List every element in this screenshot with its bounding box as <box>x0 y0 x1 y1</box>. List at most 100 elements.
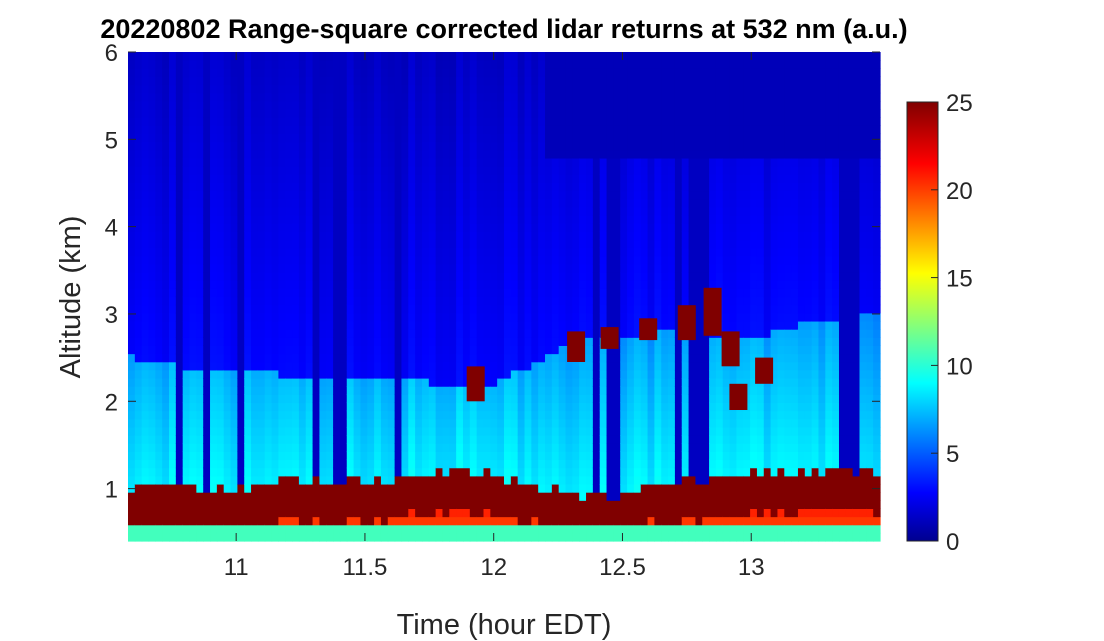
heatmap-cell <box>387 198 396 208</box>
heatmap-cell <box>531 206 539 216</box>
heatmap-cell <box>196 60 204 69</box>
heatmap-cell <box>346 329 355 338</box>
heatmap-cell <box>401 329 409 338</box>
heatmap-cell <box>551 272 560 281</box>
heatmap-cell <box>237 516 245 526</box>
heatmap-cell <box>148 296 156 306</box>
heatmap-cell <box>415 516 423 526</box>
heatmap-cell <box>572 60 580 69</box>
heatmap-cell <box>421 68 430 78</box>
heatmap-cell <box>558 92 567 102</box>
heatmap-cell <box>216 149 225 159</box>
heatmap-cell <box>504 223 512 232</box>
heatmap-cell <box>155 361 163 371</box>
heatmap-cell <box>128 418 136 428</box>
heatmap-cell <box>244 418 252 428</box>
heatmap-cell <box>586 304 594 314</box>
heatmap-cell <box>244 443 252 452</box>
heatmap-cell <box>333 337 341 346</box>
heatmap-cell <box>216 296 225 306</box>
heatmap-cell <box>339 345 348 355</box>
heatmap-cell <box>257 166 266 175</box>
heatmap-cell <box>681 125 690 135</box>
heatmap-cell <box>449 109 457 118</box>
heatmap-cell <box>428 516 437 526</box>
heatmap-cell <box>189 117 197 126</box>
heatmap-cell <box>134 215 143 224</box>
heatmap-cell <box>169 92 177 102</box>
heatmap-cell <box>599 532 608 542</box>
heatmap-cell <box>490 190 498 200</box>
heatmap-cell <box>244 288 252 298</box>
heatmap-cell <box>298 451 307 461</box>
heatmap-cell <box>169 157 177 167</box>
heatmap-cell <box>380 353 389 363</box>
heatmap-cell <box>333 263 341 273</box>
heatmap-cell <box>298 369 307 379</box>
heatmap-cell <box>223 133 232 143</box>
heatmap-cell <box>531 190 539 200</box>
heatmap-cell <box>346 109 355 118</box>
heatmap-cell <box>538 166 546 175</box>
heatmap-cell <box>346 508 355 518</box>
heatmap-cell <box>504 190 512 200</box>
heatmap-cell <box>428 492 437 501</box>
heatmap-cell <box>531 451 539 461</box>
heatmap-cell <box>497 304 505 314</box>
heatmap-cell <box>510 337 519 346</box>
heatmap-cell <box>346 353 355 363</box>
heatmap-cell <box>674 418 683 428</box>
heatmap-cell <box>189 320 197 330</box>
heatmap-cell <box>613 206 621 216</box>
heatmap-cell <box>360 272 368 281</box>
heatmap-cell <box>462 532 471 542</box>
heatmap-cell <box>586 369 594 379</box>
heatmap-cell <box>415 272 423 281</box>
heatmap-cell <box>449 157 457 167</box>
heatmap-cell <box>346 68 355 78</box>
heatmap-cell <box>545 467 553 477</box>
heatmap-cell <box>401 304 409 314</box>
heatmap-cell <box>292 288 300 298</box>
heatmap-cell <box>647 492 655 501</box>
heatmap-cell <box>367 117 375 126</box>
heatmap-cell <box>196 296 204 306</box>
heatmap-cell <box>661 100 669 110</box>
heatmap-cell <box>326 263 334 273</box>
heatmap-cell <box>380 157 389 167</box>
heatmap-cell <box>374 426 382 436</box>
heatmap-cell <box>435 418 444 428</box>
heatmap-cell <box>572 263 580 273</box>
heatmap-cell <box>278 255 286 265</box>
heatmap-cell <box>640 117 649 126</box>
heatmap-cell <box>196 508 204 518</box>
heatmap-cell <box>524 272 532 281</box>
heatmap-cell <box>244 182 252 192</box>
heatmap-cell <box>244 353 252 363</box>
heatmap-cell <box>668 149 676 159</box>
heatmap-cell <box>339 296 348 306</box>
heatmap-cell <box>333 52 341 61</box>
heatmap-cell <box>579 312 587 322</box>
heatmap-cell <box>387 76 396 86</box>
heatmap-cell <box>668 206 676 216</box>
heatmap-cell <box>592 394 601 404</box>
heatmap-cell <box>380 394 389 404</box>
heatmap-cell <box>654 532 662 542</box>
heatmap-cell <box>312 84 321 94</box>
heatmap-cell <box>305 516 314 526</box>
heatmap-cell <box>681 68 690 78</box>
heatmap-cell <box>128 272 136 281</box>
heatmap-cell <box>251 361 259 371</box>
heatmap-cell <box>449 312 457 322</box>
heatmap-cell <box>606 467 614 477</box>
heatmap-cell <box>633 231 642 241</box>
heatmap-cell <box>339 524 348 534</box>
heatmap-cell <box>162 443 170 452</box>
heatmap-cell <box>654 166 662 175</box>
heatmap-cell <box>264 345 273 355</box>
heatmap-cell <box>319 174 327 183</box>
heatmap-cell <box>189 467 197 477</box>
heatmap-cell <box>380 288 389 298</box>
heatmap-cell <box>169 483 177 493</box>
